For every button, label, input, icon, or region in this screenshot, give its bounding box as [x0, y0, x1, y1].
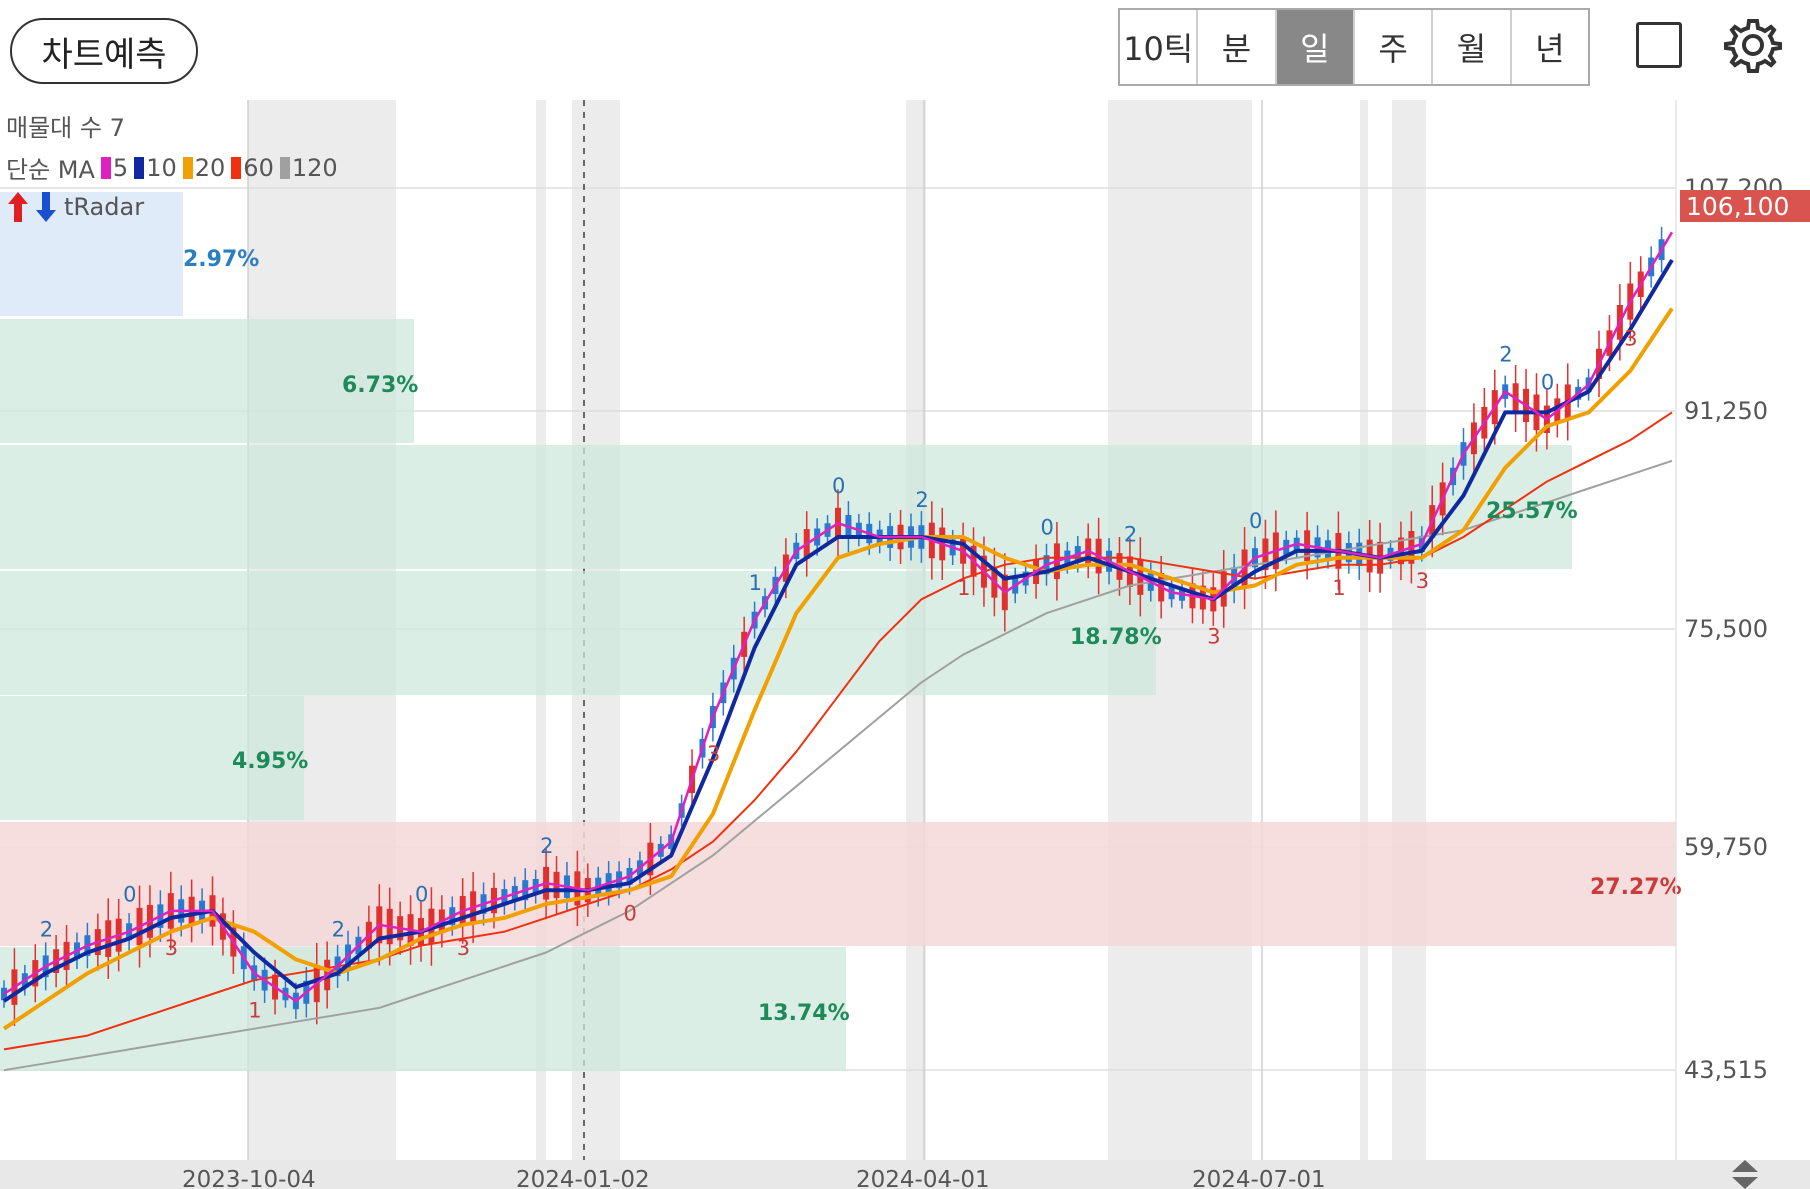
date-tick-label: 2024-01-02 [516, 1167, 650, 1189]
date-tick-label: 2024-07-01 [1192, 1167, 1326, 1189]
period-month-button[interactable]: 월 [1433, 10, 1512, 84]
period-minute-button[interactable]: 분 [1198, 10, 1277, 84]
volume-profile-bar-1 [0, 319, 414, 443]
volume-profile-bar-5 [0, 822, 1676, 946]
signal-annotation: 2 [1124, 523, 1137, 547]
date-tick-label: 2023-10-04 [182, 1167, 316, 1189]
signal-annotation: 3 [1416, 569, 1429, 593]
ma5-label: 5 [112, 153, 129, 182]
signal-annotation: 0 [1249, 509, 1262, 533]
shade-column [1392, 100, 1426, 1160]
volume-profile-bar-6 [0, 947, 846, 1071]
signal-annotation: 3 [457, 936, 470, 960]
volume-profile-label: 13.74% [758, 1001, 850, 1026]
volume-profile-label: 4.95% [232, 749, 308, 774]
ma20-swatch [182, 156, 193, 179]
signal-annotation: 1 [1332, 576, 1345, 600]
signal-annotation: 1 [957, 576, 970, 600]
signal-annotation: 2 [915, 488, 928, 512]
moving-average-lines [2, 231, 1674, 1072]
date-axis-bar [0, 1160, 1810, 1189]
signal-annotation: 0 [832, 474, 845, 498]
ma-120-line [3, 459, 1673, 1072]
signal-annotation: 0 [123, 883, 136, 907]
ma60-label: 60 [243, 153, 274, 182]
volume-profile-label: 2.97% [183, 247, 259, 272]
tradar-arrows-icon [8, 192, 56, 222]
ma20-label: 20 [194, 153, 226, 182]
signal-annotations: 2 0 3 1 2 0 3 2 0 3 1 0 2 1 0 2 3 0 1 3 2 0 3 [40, 327, 1638, 1023]
ma120-label: 120 [291, 153, 338, 182]
signal-annotation: 0 [415, 883, 428, 907]
volume-profile-bar-0 [0, 192, 183, 316]
period-selector: 10틱 분 일 주 월 년 [1118, 8, 1590, 86]
signal-annotation: 2 [540, 834, 553, 858]
ma-legend: 단순 MA 5 10 20 60 120 [6, 150, 338, 185]
ma60-swatch [231, 156, 242, 179]
signal-annotation: 3 [165, 936, 178, 960]
ma10-label: 10 [146, 153, 177, 182]
volume-profile-label: 6.73% [342, 373, 418, 398]
period-year-button[interactable]: 년 [1511, 10, 1588, 84]
price-tick-label: 91,250 [1684, 397, 1768, 425]
signal-annotation: 0 [1541, 370, 1554, 394]
ma-20-line [2, 307, 1674, 1031]
volume-profile-legend-label: 매물대 수 7 [6, 114, 125, 142]
date-tick-label: 2024-04-01 [856, 1167, 990, 1189]
tradar-label: tRadar [64, 193, 145, 221]
ma-10-line [2, 258, 1674, 1003]
candle-body [1, 987, 7, 1001]
chart-predict-button[interactable]: 차트예측 [10, 18, 198, 84]
signal-annotation: 2 [40, 917, 53, 941]
signal-annotation: 3 [707, 742, 720, 766]
current-price-label: 106,100 [1686, 192, 1789, 221]
shade-column [1360, 100, 1368, 1160]
ma10-swatch [134, 156, 145, 179]
period-10tick-button[interactable]: 10틱 [1120, 10, 1199, 84]
top-toolbar: 차트예측 10틱 분 일 주 월 년 [0, 0, 1810, 100]
price-tick-label: 75,500 [1684, 615, 1768, 643]
period-day-button[interactable]: 일 [1276, 10, 1355, 84]
volume-profile-label: 27.27% [1590, 875, 1682, 900]
tradar-legend: tRadar [6, 190, 144, 224]
volume-profile-label: 18.78% [1070, 625, 1162, 650]
ma-legend-prefix: 단순 MA [6, 156, 95, 184]
volume-profile-bar-4 [0, 696, 304, 820]
volume-profile-bar-3 [0, 571, 1156, 695]
signal-annotation: 0 [1041, 516, 1054, 540]
ma120-swatch [279, 156, 290, 179]
volume-profile-legend: 매물대 수 7 [6, 108, 125, 143]
chart-scroll-arrows-icon[interactable] [1728, 1158, 1762, 1189]
signal-annotation: 3 [1624, 327, 1637, 351]
signal-annotation: 1 [248, 998, 261, 1022]
ma5-swatch [100, 156, 111, 179]
volume-profile-label: 25.57% [1486, 499, 1578, 524]
signal-annotation: 3 [1207, 624, 1220, 648]
signal-annotation: 2 [1499, 343, 1512, 367]
signal-annotation: 1 [749, 571, 762, 595]
square-icon[interactable] [1636, 22, 1682, 68]
signal-annotation: 0 [624, 901, 637, 925]
signal-annotation: 2 [332, 917, 345, 941]
ma-5-line [3, 231, 1674, 1003]
gear-icon[interactable] [1724, 16, 1782, 74]
price-tick-label: 59,750 [1684, 833, 1768, 861]
price-tick-label: 43,515 [1684, 1056, 1768, 1084]
period-week-button[interactable]: 주 [1354, 10, 1434, 84]
current-price-badge [1680, 190, 1810, 222]
